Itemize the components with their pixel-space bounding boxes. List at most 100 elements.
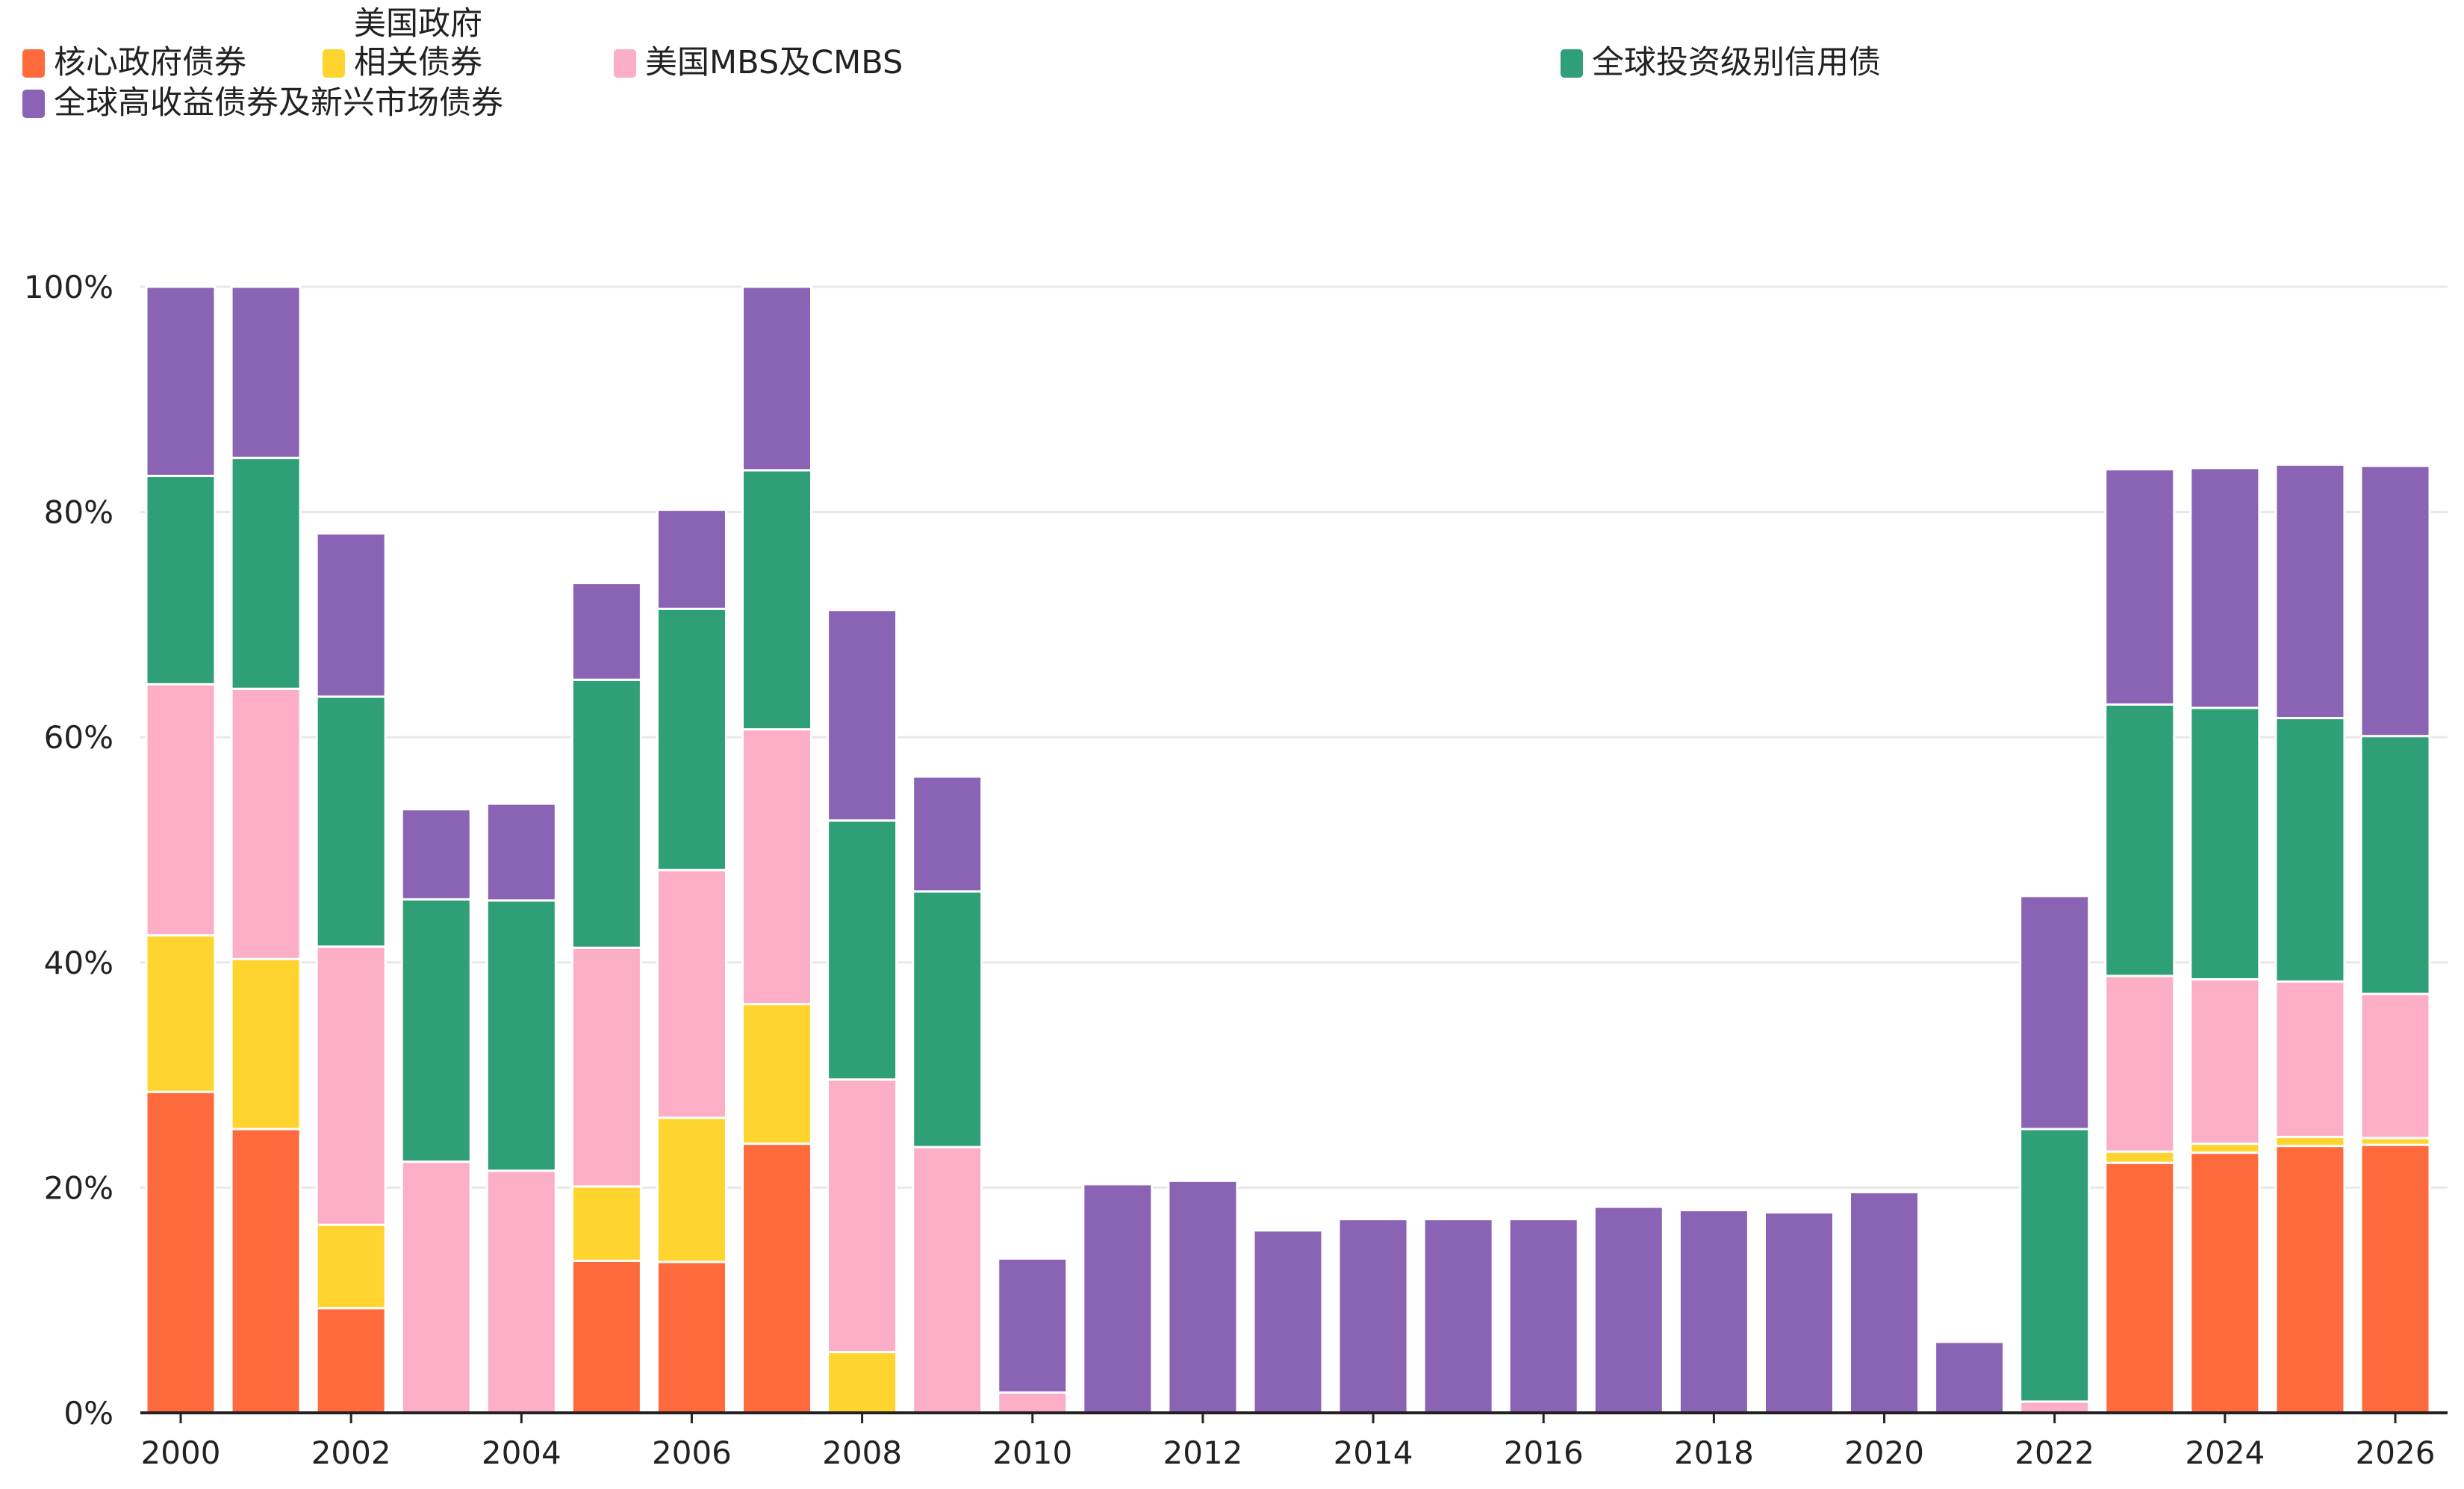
bar-segment [2189,1143,2261,1154]
bar-segment [570,1259,642,1414]
bar-segment [570,582,642,681]
axes: 0% 20% 40% 60% 80% 100% 2000 2002 2004 2006 2008 20… [24,269,2448,1471]
bar-segment [145,285,217,477]
x-tick-label: 2006 [652,1434,732,1471]
bar-segment [827,609,898,822]
bar-segment [1508,1218,1579,1414]
bar-segment [230,456,302,690]
bar-segment [2104,1161,2176,1414]
bar-segment [1252,1229,1324,1414]
bar-segment [1337,1218,1409,1414]
legend-label-us-agency: 美国政府 相关债券 [354,5,482,81]
x-tick-label: 2010 [992,1434,1072,1471]
bar-segment [230,1128,302,1414]
bar-segment [827,1351,898,1414]
bar-segment [997,1391,1068,1414]
bar-segment [2359,735,2431,995]
bar-segment [2189,467,2261,709]
bar-segment [2359,992,2431,1140]
bar-segment [912,1145,983,1414]
bar-segment [2019,1128,2091,1403]
x-tick-label: 2026 [2356,1434,2436,1471]
bar-segment [741,1003,813,1145]
x-tick-label: 2020 [1844,1434,1924,1471]
bar-segment [741,285,813,472]
bar-segment [741,469,813,731]
bar-segment [145,1090,217,1414]
bar-segment [656,868,727,1119]
legend-item-core-gov: 核心政府债券 [22,43,246,82]
bar-segment [741,728,813,1006]
legend-item-mbs-cmbs: 美国MBS及CMBS [614,43,903,82]
bar-segment [1422,1218,1494,1414]
x-tick-label: 2018 [1674,1434,1754,1471]
bar-segment [2274,980,2346,1139]
bar-segment [570,1185,642,1262]
bar-segment [2104,467,2176,706]
bar-segment [2274,717,2346,983]
y-tick-label: 40% [44,945,113,981]
x-tick-label: 2004 [482,1434,561,1471]
legend-label-ig-credit: 全球投资级别信用债 [1592,44,1881,81]
bar-segment [1849,1190,1920,1414]
legend-label-hy-em: 全球高收益债券及新兴市场债券 [54,84,503,122]
bar-segment [2019,895,2091,1131]
bar-segment [400,1160,472,1414]
bar-segment [485,1169,557,1414]
x-tick-label: 2022 [2015,1434,2094,1471]
bar-segment [315,945,387,1226]
legend-label-mbs-cmbs: 美国MBS及CMBS [645,44,903,81]
bar-segment [827,1078,898,1354]
bar-segment [2189,1151,2261,1414]
bar-segment [485,802,557,902]
y-tick-label: 100% [24,269,113,305]
y-tick-label: 0% [63,1395,113,1432]
x-tick-label: 2000 [141,1434,221,1471]
legend-swatch-ig-credit [1561,49,1583,78]
y-tick-label: 20% [44,1169,113,1206]
bar-segment [827,819,898,1081]
bar-segment [997,1257,1068,1394]
bar-segment [1167,1179,1239,1414]
bar-segment [315,695,387,948]
x-tick-label: 2024 [2185,1434,2265,1471]
bar-segment [2359,464,2431,738]
bar-segment [230,285,302,459]
bar-segment [2189,977,2261,1145]
bar-segment [1763,1211,1835,1414]
legend-swatch-core-gov [22,49,45,78]
bar-segment [1678,1209,1749,1414]
y-tick-label: 60% [44,719,113,756]
bar-segment [2274,463,2346,720]
bar-segment [2019,1400,2091,1414]
x-tick-label: 2012 [1163,1434,1242,1471]
bar-segment [2274,1145,2346,1414]
bar-segment [145,474,217,686]
bar-segment [1934,1340,2006,1414]
legend-swatch-us-agency [323,49,345,78]
bar-segment [656,1260,727,1414]
bar-segment [315,1307,387,1414]
bar-segment [145,934,217,1093]
bar-segment [912,775,983,893]
y-tick-label: 80% [44,494,113,531]
bar-segment [1593,1205,1664,1414]
bar-segment [2274,1136,2346,1148]
legend-swatch-mbs-cmbs [614,49,636,78]
bar-segment [570,678,642,949]
bar-segment [656,1116,727,1263]
bar-segment [400,898,472,1163]
legend-swatch-hy-em [22,90,45,118]
x-tick-label: 2002 [311,1434,391,1471]
bar-segment [741,1143,813,1414]
bar-segment [656,509,727,610]
bar-segment [2189,706,2261,980]
x-tick-label: 2016 [1504,1434,1584,1471]
bar-segment [230,687,302,960]
bar-segment [656,607,727,871]
bar-segment [315,1223,387,1310]
bar-segment [2104,703,2176,977]
x-tick-label: 2014 [1334,1434,1413,1471]
